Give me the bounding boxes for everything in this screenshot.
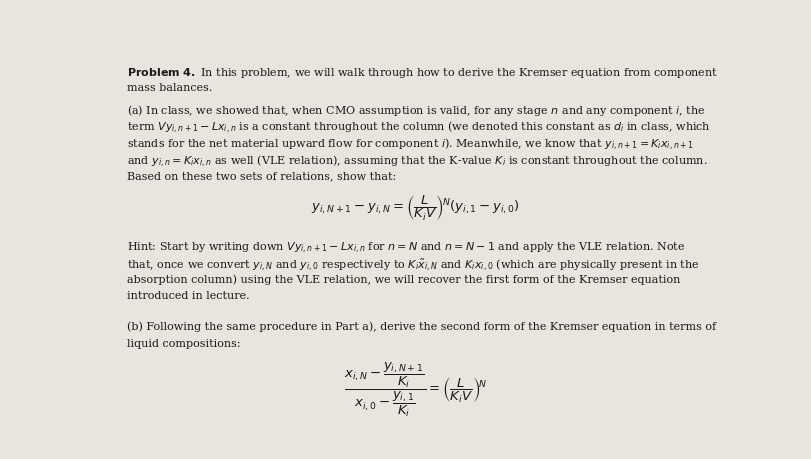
Text: (b) Following the same procedure in Part a), derive the second form of the Krems: (b) Following the same procedure in Part… <box>127 322 715 332</box>
Text: mass balances.: mass balances. <box>127 83 212 93</box>
Text: Hint: Start by writing down $Vy_{i,n+1} - Lx_{i,n}$ for $n = N$ and $n = N - 1$ : Hint: Start by writing down $Vy_{i,n+1} … <box>127 241 684 256</box>
Text: and $y_{i,n} = K_ix_{i,n}$ as well (VLE relation), assuming that the K-value $K_: and $y_{i,n} = K_ix_{i,n}$ as well (VLE … <box>127 154 707 170</box>
Text: stands for the net material upward flow for component $i$). Meanwhile, we know t: stands for the net material upward flow … <box>127 137 693 153</box>
Text: liquid compositions:: liquid compositions: <box>127 339 240 349</box>
Text: (a) In class, we showed that, when CMO assumption is valid, for any stage $n$ an: (a) In class, we showed that, when CMO a… <box>127 103 705 118</box>
Text: $\dfrac{x_{i,N} - \dfrac{y_{i,N+1}}{K_i}}{x_{i,0} - \dfrac{y_{i,1}}{K_i}} = \lef: $\dfrac{x_{i,N} - \dfrac{y_{i,N+1}}{K_i}… <box>344 361 487 420</box>
Text: $\mathbf{Problem\ 4.}$ In this problem, we will walk through how to derive the K: $\mathbf{Problem\ 4.}$ In this problem, … <box>127 66 718 80</box>
Text: that, once we convert $y_{i,N}$ and $y_{i,0}$ respectively to $K_i\tilde{x}_{i,N: that, once we convert $y_{i,N}$ and $y_{… <box>127 257 699 274</box>
Text: $y_{i,N+1} - y_{i,N} = \left(\dfrac{L}{K_iV}\right)^{\!N} \left(y_{i,1} - y_{i,0: $y_{i,N+1} - y_{i,N} = \left(\dfrac{L}{K… <box>311 193 520 222</box>
Text: absorption column) using the VLE relation, we will recover the first form of the: absorption column) using the VLE relatio… <box>127 274 680 285</box>
Text: term $Vy_{i,n+1} - Lx_{i,n}$ is a constant throughout the column (we denoted thi: term $Vy_{i,n+1} - Lx_{i,n}$ is a consta… <box>127 120 710 136</box>
Text: introduced in lecture.: introduced in lecture. <box>127 291 249 301</box>
Text: Based on these two sets of relations, show that:: Based on these two sets of relations, sh… <box>127 171 396 181</box>
